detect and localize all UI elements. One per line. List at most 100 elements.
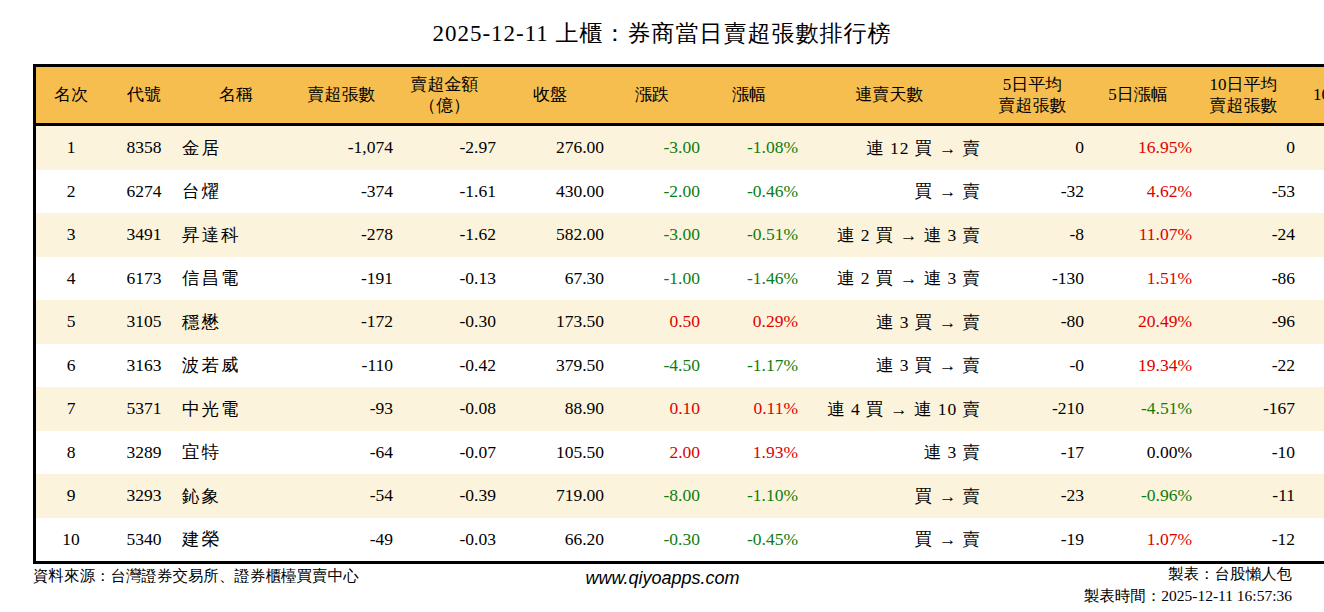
cell-rank: 9 <box>35 474 107 518</box>
cell-pct5_change: 1.51% <box>1084 257 1192 301</box>
cell-avg10_net_sell: -11 <box>1192 474 1295 518</box>
cell-pct10_change: 33.46% <box>1295 300 1324 344</box>
cell-avg10_net_sell: -86 <box>1192 257 1295 301</box>
cell-rank: 5 <box>35 300 107 344</box>
table-row: 46173信昌電-191-0.1367.30-1.00-1.46%連 2 買 →… <box>35 257 1324 301</box>
cell-net_sell_amount: -2.97 <box>393 125 496 170</box>
cell-pct5_change: -0.96% <box>1084 474 1192 518</box>
header-cell-net_sell_lots: 賣超張數 <box>290 66 393 125</box>
cell-change_pct: -0.46% <box>700 170 798 214</box>
cell-name: 台燿 <box>182 170 290 214</box>
cell-avg10_net_sell: -167 <box>1192 387 1295 431</box>
cell-change: -3.00 <box>604 213 700 257</box>
cell-avg10_net_sell: -22 <box>1192 344 1295 388</box>
cell-close: 276.00 <box>496 125 604 170</box>
cell-change_pct: 0.11% <box>700 387 798 431</box>
cell-pct5_change: 16.95% <box>1084 125 1192 170</box>
table-row: 63163波若威-110-0.42379.50-4.50-1.17%連 3 買 … <box>35 344 1324 388</box>
cell-net_sell_amount: -0.30 <box>393 300 496 344</box>
credit-block: 製表：台股懶人包 製表時間：2025-12-11 16:57:36 <box>1084 563 1292 607</box>
header-cell-avg5_net_sell: 5日平均 賣超張數 <box>981 66 1084 125</box>
header-cell-pct5_change: 5日漲幅 <box>1084 66 1192 125</box>
cell-code: 3105 <box>106 300 182 344</box>
cell-name: 穩懋 <box>182 300 290 344</box>
cell-change: -4.50 <box>604 344 700 388</box>
cell-pct10_change: -0.46% <box>1295 170 1324 214</box>
cell-net_sell_amount: -0.42 <box>393 344 496 388</box>
cell-name: 波若威 <box>182 344 290 388</box>
cell-change: -1.00 <box>604 257 700 301</box>
cell-avg10_net_sell: -96 <box>1192 300 1295 344</box>
made-time-text: 製表時間：2025-12-11 16:57:36 <box>1084 585 1292 607</box>
cell-net_sell_amount: -1.62 <box>393 213 496 257</box>
cell-net_sell_lots: -191 <box>290 257 393 301</box>
cell-net_sell_amount: -0.03 <box>393 518 496 563</box>
cell-sell_streak: 買 → 賣 <box>798 518 981 563</box>
cell-change_pct: 0.29% <box>700 300 798 344</box>
cell-pct5_change: 19.34% <box>1084 344 1192 388</box>
cell-net_sell_lots: -64 <box>290 431 393 475</box>
table-row: 75371中光電-93-0.0888.900.100.11%連 4 買 → 連 … <box>35 387 1324 431</box>
cell-code: 8358 <box>106 125 182 170</box>
cell-name: 昇達科 <box>182 213 290 257</box>
cell-code: 5340 <box>106 518 182 563</box>
cell-avg10_net_sell: -24 <box>1192 213 1295 257</box>
cell-avg5_net_sell: -130 <box>981 257 1084 301</box>
cell-net_sell_lots: -93 <box>290 387 393 431</box>
maker-text: 製表：台股懶人包 <box>1084 563 1292 585</box>
cell-change: 0.50 <box>604 300 700 344</box>
cell-net_sell_lots: -49 <box>290 518 393 563</box>
cell-sell_streak: 連 3 賣 <box>798 431 981 475</box>
ranking-table: 名次代號名稱賣超張數賣超金額 （億）收盤漲跌漲幅連賣天數5日平均 賣超張數5日漲… <box>33 64 1324 564</box>
header-cell-avg10_net_sell: 10日平均 賣超張數 <box>1192 66 1295 125</box>
cell-rank: 1 <box>35 125 107 170</box>
header-cell-close: 收盤 <box>496 66 604 125</box>
cell-rank: 6 <box>35 344 107 388</box>
cell-avg5_net_sell: -32 <box>981 170 1084 214</box>
cell-sell_streak: 買 → 賣 <box>798 474 981 518</box>
cell-change_pct: -0.51% <box>700 213 798 257</box>
cell-change_pct: -1.17% <box>700 344 798 388</box>
cell-change: -0.30 <box>604 518 700 563</box>
cell-pct10_change: 15.94% <box>1295 213 1324 257</box>
cell-rank: 8 <box>35 431 107 475</box>
cell-avg5_net_sell: -23 <box>981 474 1084 518</box>
table-row: 105340建榮-49-0.0366.20-0.30-0.45%買 → 賣-19… <box>35 518 1324 563</box>
cell-sell_streak: 連 3 買 → 賣 <box>798 300 981 344</box>
cell-pct10_change: 0.75% <box>1295 257 1324 301</box>
cell-net_sell_amount: -0.39 <box>393 474 496 518</box>
cell-net_sell_amount: -1.61 <box>393 170 496 214</box>
page-title: 2025-12-11 上櫃：券商當日賣超張數排行榜 <box>0 18 1324 49</box>
cell-net_sell_lots: -172 <box>290 300 393 344</box>
table-row: 26274台燿-374-1.61430.00-2.00-0.46%買 → 賣-3… <box>35 170 1324 214</box>
table-row: 18358金居-1,074-2.97276.00-3.00-1.08%連 12 … <box>35 125 1324 170</box>
cell-avg5_net_sell: -210 <box>981 387 1084 431</box>
cell-change: -2.00 <box>604 170 700 214</box>
cell-pct10_change: 10.52% <box>1295 518 1324 563</box>
cell-net_sell_lots: -1,074 <box>290 125 393 170</box>
cell-change_pct: -1.46% <box>700 257 798 301</box>
cell-code: 6173 <box>106 257 182 301</box>
cell-close: 430.00 <box>496 170 604 214</box>
table-header: 名次代號名稱賣超張數賣超金額 （億）收盤漲跌漲幅連賣天數5日平均 賣超張數5日漲… <box>35 66 1324 125</box>
header-cell-change_pct: 漲幅 <box>700 66 798 125</box>
cell-avg10_net_sell: -10 <box>1192 431 1295 475</box>
table-body: 18358金居-1,074-2.97276.00-3.00-1.08%連 12 … <box>35 125 1324 563</box>
cell-sell_streak: 連 3 買 → 賣 <box>798 344 981 388</box>
cell-net_sell_lots: -278 <box>290 213 393 257</box>
cell-close: 173.50 <box>496 300 604 344</box>
table-row: 33491昇達科-278-1.62582.00-3.00-0.51%連 2 買 … <box>35 213 1324 257</box>
cell-change_pct: -0.45% <box>700 518 798 563</box>
cell-net_sell_lots: -54 <box>290 474 393 518</box>
table-row: 93293鈊象-54-0.39719.00-8.00-1.10%買 → 賣-23… <box>35 474 1324 518</box>
cell-pct10_change: 31.09% <box>1295 344 1324 388</box>
cell-pct10_change: 21.05% <box>1295 125 1324 170</box>
cell-close: 582.00 <box>496 213 604 257</box>
cell-pct5_change: -4.51% <box>1084 387 1192 431</box>
cell-close: 719.00 <box>496 474 604 518</box>
cell-close: 88.90 <box>496 387 604 431</box>
table-row: 83289宜特-64-0.07105.502.001.93%連 3 賣-170.… <box>35 431 1324 475</box>
cell-code: 6274 <box>106 170 182 214</box>
cell-sell_streak: 買 → 賣 <box>798 170 981 214</box>
cell-avg5_net_sell: -19 <box>981 518 1084 563</box>
